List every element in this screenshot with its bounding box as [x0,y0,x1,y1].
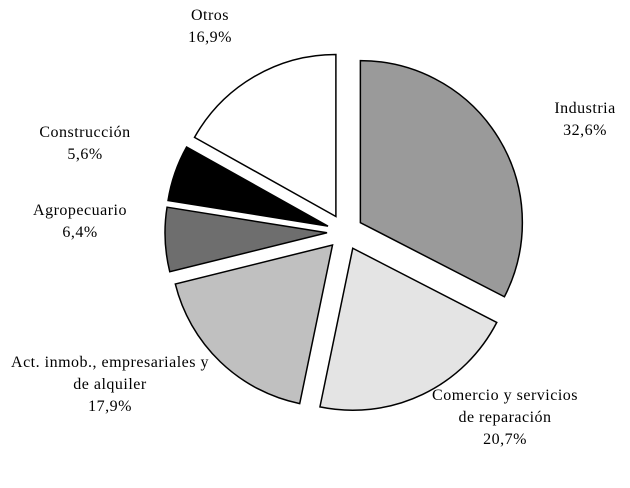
value-label: 20,7% [483,431,527,448]
category-label: Otros [190,7,230,24]
slice-label: Construcción 5,6% [5,122,165,166]
pie-slice [319,247,498,411]
pie-slice [174,243,334,405]
slice-label: Industria 32,6% [525,98,630,142]
value-label: 32,6% [563,122,607,139]
value-label: 5,6% [67,146,103,163]
value-label: 17,9% [88,398,132,415]
category-label: Industria [554,100,616,117]
category-label: Agropecuario [33,202,127,219]
category-label: Comercio y servicios de reparación [432,387,578,426]
slice-label: Otros 16,9% [155,5,265,49]
category-label: Construcción [39,124,131,141]
category-label: Act. inmob., empresariales y de alquiler [11,354,209,393]
pie-slice [167,145,329,227]
pie-slice [359,59,524,298]
slice-label: Comercio y servicios de reparación 20,7% [430,385,580,451]
pie-slice [193,53,337,218]
value-label: 6,4% [62,224,98,241]
value-label: 16,9% [188,29,232,46]
slice-label: Act. inmob., empresariales y de alquiler… [5,352,215,418]
pie-slice [164,206,328,273]
slice-label: Agropecuario 6,4% [5,200,155,244]
